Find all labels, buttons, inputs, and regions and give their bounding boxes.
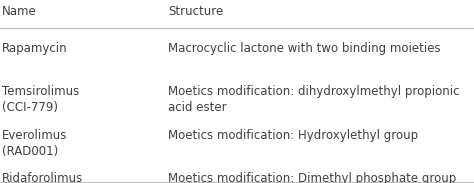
Text: Moetics modification: Hydroxylethyl group: Moetics modification: Hydroxylethyl grou… [168,129,419,142]
Text: Moetics modification: dihydroxylmethyl propionic
acid ester: Moetics modification: dihydroxylmethyl p… [168,85,460,114]
Text: Structure: Structure [168,5,224,18]
Text: Ridaforolimus
(AP23573): Ridaforolimus (AP23573) [2,172,83,183]
Text: Temsirolimus
(CCI-779): Temsirolimus (CCI-779) [2,85,80,114]
Text: Macrocyclic lactone with two binding moieties: Macrocyclic lactone with two binding moi… [168,42,441,55]
Text: Name: Name [2,5,37,18]
Text: Moetics modification: Dimethyl phosphate group: Moetics modification: Dimethyl phosphate… [168,172,456,183]
Text: Rapamycin: Rapamycin [2,42,68,55]
Text: Everolimus
(RAD001): Everolimus (RAD001) [2,129,68,158]
